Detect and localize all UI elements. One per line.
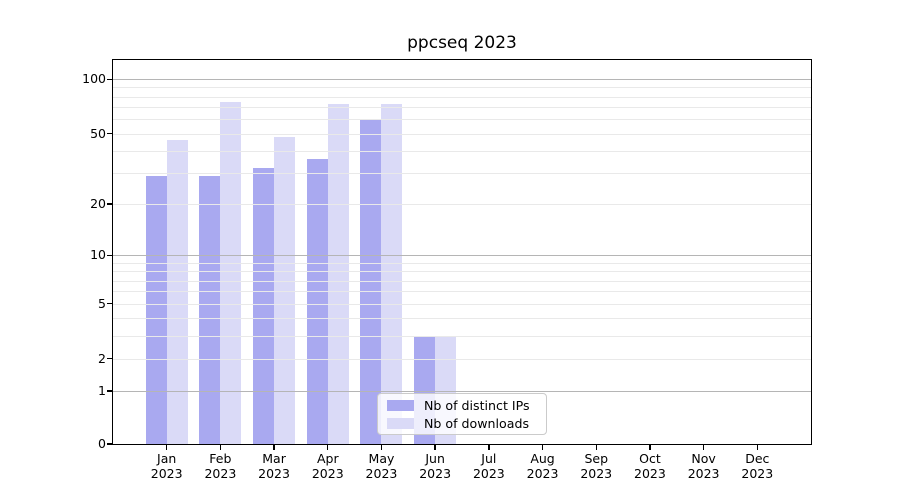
legend-label-downloads: Nb of downloads [424,415,530,431]
y-tick-label: 1 [98,382,106,398]
year-label: 2023 [204,466,237,481]
bar-apr-downloads [327,103,349,444]
minor-gridline [113,150,811,152]
year-label: 2023 [634,466,666,481]
month-label: Jul [481,451,497,466]
x-tick-label-oct: Oct 2023 [623,451,677,481]
month-label: Mar [262,451,286,466]
bar-feb-downloads [220,101,242,444]
x-tick-label-mar: Mar 2023 [247,451,301,481]
x-tick [273,445,275,450]
y-tick-label: 5 [98,295,106,311]
x-tick [219,445,222,450]
y-tick [107,302,112,305]
x-tick-label-aug: Aug 2023 [516,451,570,481]
x-tick-label-nov: Nov 2023 [677,451,731,481]
x-tick [702,445,705,450]
y-tick-label: 10 [90,247,106,263]
minor-gridline [113,280,811,282]
minor-gridline [113,87,811,89]
legend-label-distinct-ips: Nb of distinct IPs [424,397,530,413]
year-label: 2023 [580,466,613,481]
major-gridline [113,79,811,81]
year-label: 2023 [365,466,398,481]
y-tick [107,132,112,135]
y-tick-label: 0 [98,436,106,451]
year-label: 2023 [311,466,344,481]
y-tick [107,443,112,445]
month-label: Jan [157,451,177,466]
minor-gridline [113,173,811,175]
minor-gridline [113,318,811,320]
year-label: 2023 [150,466,183,481]
month-label: Oct [639,451,661,466]
month-label: Aug [530,451,555,466]
x-tick-label-sep: Sep 2023 [569,451,623,481]
legend-item-distinct-ips: Nb of distinct IPs [387,398,546,413]
month-label: Apr [316,451,339,466]
x-tick [327,445,329,450]
y-tick [107,357,112,360]
bar-mar-downloads [274,136,296,444]
x-tick [165,445,168,450]
major-gridline [113,390,811,392]
month-label: May [368,451,395,466]
x-tick-label-feb: Feb 2023 [193,451,247,481]
y-tick-label: 2 [98,350,106,366]
x-tick [541,445,544,450]
month-label: Dec [745,451,770,466]
x-tick-label-apr: Apr 2023 [301,451,355,481]
x-tick [649,445,651,450]
x-tick [488,445,490,450]
year-label: 2023 [419,466,452,481]
minor-gridline [113,119,811,121]
minor-gridline [113,291,811,293]
bar-feb-distinct-ips [199,175,221,444]
year-label: 2023 [741,466,774,481]
minor-gridline [113,96,811,98]
legend-item-downloads: Nb of downloads [387,416,546,431]
x-tick-label-dec: Dec 2023 [730,451,784,481]
x-tick [380,445,383,450]
year-label: 2023 [258,466,290,481]
minor-gridline [113,303,811,305]
x-tick-label-may: May 2023 [354,451,408,481]
x-tick-label-jan: Jan 2023 [140,451,194,481]
x-tick-label-jul: Jul 2023 [462,451,516,481]
y-tick [107,390,112,392]
y-tick-label: 50 [90,125,106,141]
month-label: Feb [209,451,232,466]
x-tick [434,445,436,450]
month-label: Jun [425,451,445,466]
bar-mar-distinct-ips [253,168,275,444]
y-tick [107,78,112,80]
bar-apr-distinct-ips [306,159,328,444]
month-label: Nov [691,451,716,466]
major-gridline [113,255,811,257]
legend-swatch-downloads [387,417,414,429]
minor-gridline [113,204,811,206]
y-tick-label: 100 [82,71,106,87]
legend-swatch-distinct-ips [387,399,414,411]
x-tick [595,445,597,450]
x-tick-label-jun: Jun 2023 [408,451,462,481]
month-label: Sep [584,451,608,466]
x-tick [756,445,758,450]
minor-gridline [113,107,811,109]
minor-gridline [113,335,811,337]
y-tick-label: 20 [90,196,106,212]
y-tick [107,254,112,257]
year-label: 2023 [687,466,720,481]
y-tick [107,203,112,205]
legend: Nb of distinct IPs Nb of downloads [377,393,547,435]
bar-jan-distinct-ips [145,175,167,444]
chart-title: ppcseq 2023 [407,33,517,53]
year-label: 2023 [526,466,559,481]
minor-gridline [113,133,811,135]
minor-gridline [113,271,811,273]
minor-gridline [113,358,811,360]
minor-gridline [113,263,811,264]
year-label: 2023 [472,466,505,481]
